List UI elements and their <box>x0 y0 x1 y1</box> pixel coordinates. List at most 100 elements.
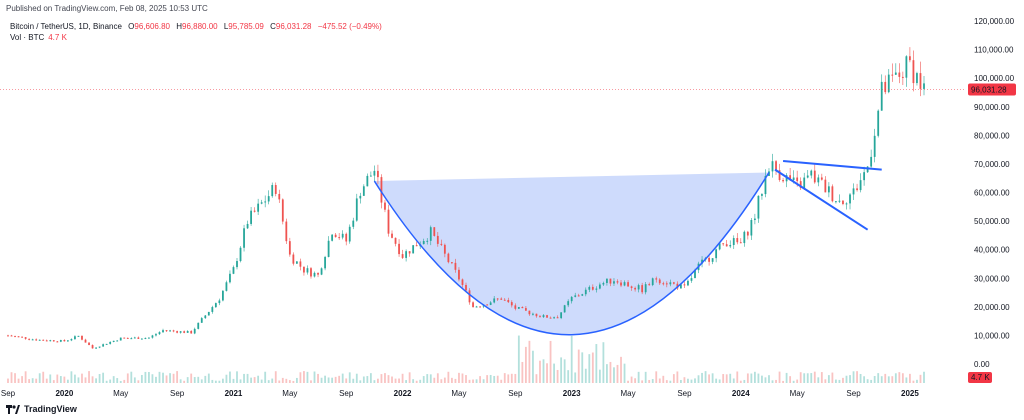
pattern-lines[interactable] <box>373 160 882 336</box>
volume-bar <box>24 371 27 383</box>
candle-body <box>77 335 80 337</box>
volume-bar <box>584 368 587 383</box>
volume-bar <box>42 371 45 383</box>
volume-bar <box>553 363 555 383</box>
volume-bar <box>598 369 601 383</box>
candle-body <box>746 231 749 236</box>
volume-bar <box>260 379 263 383</box>
volume-bar <box>59 376 62 383</box>
x-tick-label: 2021 <box>225 389 243 398</box>
volume-bar <box>88 371 90 383</box>
volume-bar <box>729 373 732 383</box>
candle-body <box>577 295 580 297</box>
x-tick-label: 2024 <box>732 389 750 398</box>
handle-upper-line <box>782 160 882 171</box>
candle-body <box>859 180 862 191</box>
candle-body <box>246 223 249 229</box>
volume-bar <box>838 379 841 383</box>
volume-bar <box>665 380 668 383</box>
volume-bar <box>746 373 749 383</box>
candle-body <box>165 330 168 332</box>
legend-volume-row: Vol · BTC 4.7 K <box>10 32 382 43</box>
volume-bar <box>169 373 171 383</box>
candle-body <box>63 340 66 342</box>
volume-bar <box>447 371 450 383</box>
candle-body <box>827 186 830 193</box>
candle-body <box>369 175 372 177</box>
change-value: −475.52 (−0.49%) <box>317 22 382 31</box>
candle-body <box>225 282 228 291</box>
high-label: H <box>176 22 182 31</box>
volume-label[interactable]: Vol · BTC <box>10 33 45 42</box>
candle-body <box>634 287 637 290</box>
volume-bar <box>17 378 20 383</box>
candle-body <box>109 341 112 344</box>
candle-body <box>472 302 474 307</box>
volume-bar <box>856 371 858 383</box>
handle-lower-line <box>774 168 869 231</box>
candle-body <box>736 238 739 243</box>
candle-body <box>820 177 823 180</box>
time-axis[interactable]: Sep 2020 May Sep 2021 May Sep 2022 May Sep 2023 May… <box>1 389 919 398</box>
volume-bar <box>718 379 721 383</box>
candle-body <box>415 245 418 247</box>
candle-body <box>909 56 911 61</box>
candle-body <box>711 258 714 262</box>
volume-bar <box>310 380 312 383</box>
candle-body <box>207 311 210 316</box>
volume-bar <box>66 379 69 383</box>
candle-body <box>338 237 341 239</box>
candle-body <box>792 177 795 181</box>
volume-bar <box>74 374 76 383</box>
candle-body <box>303 266 305 273</box>
candle-body <box>613 281 615 284</box>
candle-body <box>408 251 411 254</box>
candle-body <box>158 332 161 335</box>
volume-bar <box>306 371 309 383</box>
candle-body <box>676 283 679 289</box>
candle-body <box>662 283 665 285</box>
volume-bar <box>651 379 654 383</box>
candle-body <box>186 330 189 333</box>
candle-body <box>288 241 291 255</box>
volume-bar <box>102 372 105 383</box>
footer-brand[interactable]: TradingView <box>6 404 77 414</box>
candle-body <box>366 175 369 187</box>
candle-body <box>542 315 545 318</box>
candle-body <box>884 81 887 93</box>
volume-bar <box>877 373 880 383</box>
candle-body <box>877 110 880 136</box>
candle-body <box>373 170 376 176</box>
volume-bar <box>95 378 97 383</box>
candle-body <box>803 177 806 189</box>
candle-body <box>669 282 672 285</box>
volume-bar <box>162 372 164 383</box>
volume-bar <box>225 374 228 383</box>
candle-body <box>10 335 13 337</box>
candle-body <box>475 306 478 308</box>
candle-body <box>169 330 171 332</box>
volume-bar <box>789 376 792 383</box>
volume-bar <box>440 379 443 383</box>
candle-body <box>813 170 816 183</box>
candle-body <box>687 280 689 286</box>
symbol-name[interactable]: Bitcoin / TetherUS, 1D, Binance <box>10 22 122 31</box>
candle-body <box>824 179 827 193</box>
candle-body <box>398 243 400 255</box>
volume-bar <box>200 379 203 383</box>
candle-body <box>112 340 115 342</box>
candle-body <box>38 339 41 341</box>
candle-body <box>49 340 52 342</box>
cup-pattern-fill <box>374 172 769 335</box>
volume-bar <box>535 374 538 383</box>
volume-bar <box>845 375 848 383</box>
volume-bar <box>207 373 210 383</box>
price-axis[interactable]: 120,000.00 110,000.00 100,000.00 90,000.00 8… <box>974 17 1015 369</box>
volume-bar <box>373 380 376 383</box>
volume-bar <box>697 375 700 383</box>
candle-body <box>842 200 844 205</box>
volume-bar <box>694 378 696 383</box>
volume-bar <box>891 376 894 383</box>
candle-body <box>405 251 408 258</box>
